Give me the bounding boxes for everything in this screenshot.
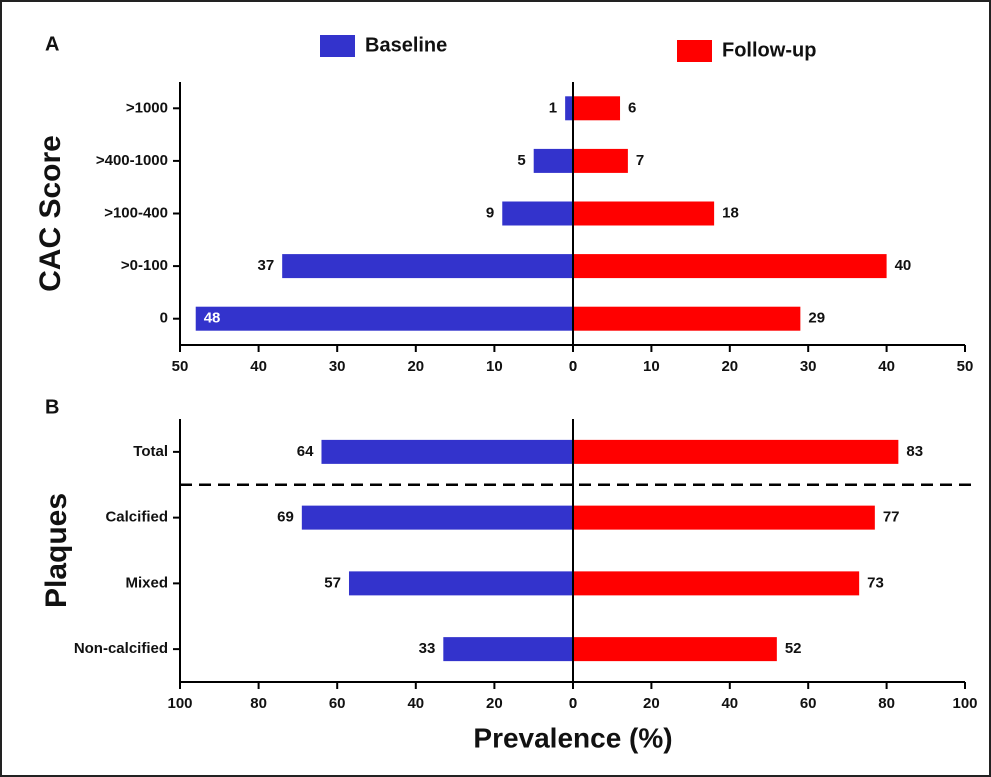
x-tick-label: 20 — [407, 358, 424, 375]
bar — [573, 254, 887, 279]
x-tick-label: 40 — [721, 695, 738, 712]
y-tick-label: Total — [133, 443, 168, 460]
data-label: 83 — [906, 443, 923, 460]
x-tick-label: 0 — [569, 695, 577, 712]
data-label: 37 — [257, 257, 274, 274]
data-label: 7 — [636, 152, 644, 169]
y-tick-label: >0-100 — [121, 257, 168, 274]
panel-label: A — [45, 33, 59, 55]
x-tick-label: 60 — [329, 695, 346, 712]
x-tick-label: 0 — [569, 358, 577, 375]
bar — [573, 148, 628, 173]
bar — [573, 637, 777, 662]
bar — [573, 201, 715, 226]
bar — [573, 439, 899, 464]
legend-label: Baseline — [365, 34, 447, 56]
data-label: 57 — [324, 574, 341, 591]
y-axis-title: CAC Score — [34, 135, 67, 292]
x-tick-label: 10 — [643, 358, 660, 375]
panel-label: B — [45, 396, 59, 418]
x-tick-label: 50 — [957, 358, 974, 375]
data-label: 52 — [785, 640, 802, 657]
bar — [573, 571, 860, 596]
bar — [573, 505, 875, 530]
x-tick-label: 40 — [407, 695, 424, 712]
legend-label: Follow-up — [722, 39, 816, 61]
y-tick-label: Calcified — [105, 509, 168, 526]
bar — [533, 148, 573, 173]
data-label: 6 — [628, 99, 636, 116]
y-axis-title: Plaques — [40, 493, 73, 608]
y-tick-label: >100-400 — [104, 204, 168, 221]
data-label: 73 — [867, 574, 884, 591]
x-tick-label: 60 — [800, 695, 817, 712]
data-label: 9 — [486, 204, 494, 221]
y-tick-label: 0 — [160, 310, 168, 327]
y-tick-label: Mixed — [125, 574, 168, 591]
data-label: 33 — [419, 640, 436, 657]
x-tick-label: 80 — [878, 695, 895, 712]
x-tick-label: 50 — [172, 358, 189, 375]
data-label: 69 — [277, 509, 294, 526]
x-tick-label: 20 — [721, 358, 738, 375]
x-tick-label: 30 — [329, 358, 346, 375]
data-label: 1 — [549, 99, 557, 116]
data-label: 40 — [895, 257, 912, 274]
x-tick-label: 20 — [486, 695, 503, 712]
x-axis-title: Prevalence (%) — [473, 722, 672, 753]
data-label: 5 — [517, 152, 525, 169]
legend-swatch — [320, 35, 355, 57]
data-label: 29 — [808, 310, 825, 327]
y-tick-label: Non-calcified — [74, 640, 168, 657]
x-tick-label: 0 — [569, 358, 577, 375]
data-label: 64 — [297, 443, 314, 460]
bar — [301, 505, 573, 530]
bar — [573, 96, 621, 121]
bar — [565, 96, 573, 121]
x-tick-label: 100 — [167, 695, 192, 712]
bar — [573, 306, 801, 331]
legend-swatch — [677, 40, 712, 62]
x-tick-label: 0 — [569, 695, 577, 712]
x-tick-label: 20 — [643, 695, 660, 712]
y-tick-label: >400-1000 — [96, 152, 168, 169]
data-label: 77 — [883, 509, 900, 526]
bar — [195, 306, 573, 331]
bar — [348, 571, 573, 596]
x-tick-label: 40 — [878, 358, 895, 375]
x-tick-label: 10 — [486, 358, 503, 375]
data-label: 48 — [204, 310, 221, 327]
x-tick-label: 100 — [952, 695, 977, 712]
y-tick-label: >1000 — [126, 99, 168, 116]
bar — [282, 254, 573, 279]
bar — [443, 637, 573, 662]
x-tick-label: 80 — [250, 695, 267, 712]
bar — [502, 201, 573, 226]
bar — [321, 439, 573, 464]
x-tick-label: 30 — [800, 358, 817, 375]
x-tick-label: 40 — [250, 358, 267, 375]
data-label: 18 — [722, 204, 739, 221]
